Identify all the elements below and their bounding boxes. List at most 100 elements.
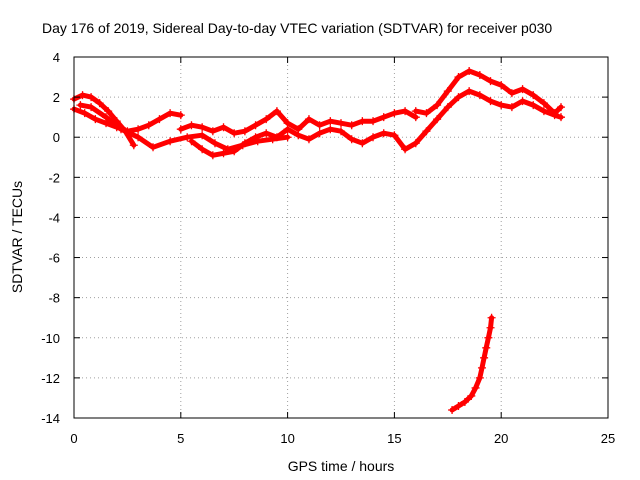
data-point — [467, 391, 476, 400]
data-point — [304, 135, 313, 144]
data-point — [176, 111, 185, 120]
data-point — [251, 133, 260, 142]
data-point — [471, 383, 480, 392]
y-tick-label: -8 — [48, 291, 60, 306]
plot-frame — [73, 56, 609, 419]
data-point — [230, 147, 239, 156]
axis-ticks — [73, 56, 609, 419]
data-point — [557, 113, 566, 122]
data-point — [486, 77, 495, 86]
data-point — [475, 91, 484, 100]
data-point — [443, 87, 452, 96]
data-point — [529, 91, 538, 100]
grid-lines — [74, 57, 608, 418]
data-point — [411, 107, 420, 116]
data-point — [482, 343, 491, 352]
series-track-7 — [448, 313, 496, 414]
data-point — [433, 101, 442, 110]
data-point — [176, 125, 185, 134]
data-point — [390, 131, 399, 140]
data-point — [518, 85, 527, 94]
data-point — [91, 115, 100, 124]
data-point — [129, 141, 138, 150]
data-point — [95, 99, 104, 108]
data-point — [557, 103, 566, 112]
data-point — [379, 113, 388, 122]
data-point — [369, 133, 378, 142]
x-tick-label: 25 — [601, 431, 615, 446]
data-point — [454, 93, 463, 102]
data-point — [134, 125, 143, 134]
data-point — [433, 115, 442, 124]
x-tick-label: 20 — [494, 431, 508, 446]
series-track-3 — [76, 101, 292, 154]
data-point — [347, 121, 356, 130]
data-point — [539, 99, 548, 108]
data-point — [454, 73, 463, 82]
data-point — [104, 107, 113, 116]
data-point — [480, 353, 489, 362]
y-tick-label: -6 — [48, 251, 60, 266]
data-point — [155, 115, 164, 124]
data-point — [198, 123, 207, 132]
data-point — [326, 117, 335, 126]
data-point — [262, 115, 271, 124]
data-point — [240, 127, 249, 136]
data-point — [272, 107, 281, 116]
data-point — [208, 127, 217, 136]
data-point — [518, 97, 527, 106]
data-point — [326, 125, 335, 134]
y-tick-label: -4 — [48, 210, 60, 225]
data-point — [484, 333, 493, 342]
y-tick-label: 2 — [53, 90, 60, 105]
data-point — [358, 139, 367, 148]
data-point — [507, 89, 516, 98]
data-point — [187, 137, 196, 146]
data-point — [134, 133, 143, 142]
data-point — [166, 109, 175, 118]
data-point — [144, 121, 153, 130]
x-tick-label: 10 — [280, 431, 294, 446]
x-tick-label: 5 — [177, 431, 184, 446]
data-point — [166, 137, 175, 146]
data-point — [337, 127, 345, 136]
series-track-6 — [411, 67, 566, 118]
data-point — [294, 131, 303, 140]
y-tick-label: -14 — [41, 411, 60, 426]
x-axis-title: GPS time / hours — [288, 458, 395, 474]
data-point — [460, 397, 469, 406]
data-point — [240, 139, 249, 148]
data-point — [315, 121, 324, 130]
data-point — [76, 101, 85, 110]
data-point — [347, 135, 356, 144]
data-point — [208, 151, 217, 160]
data-point — [187, 121, 196, 130]
data-point — [539, 107, 548, 116]
data-point — [283, 133, 292, 142]
data-point — [443, 103, 452, 112]
x-tick-label: 0 — [70, 431, 77, 446]
data-point — [422, 109, 431, 118]
data-point — [304, 115, 313, 124]
chart-title: Day 176 of 2019, Sidereal Day-to-day VTE… — [42, 20, 552, 36]
y-axis-title: SDTVAR / TECUs — [9, 181, 25, 293]
data-point — [401, 145, 410, 154]
data-point — [477, 363, 486, 372]
data-point — [315, 129, 324, 138]
data-point — [149, 143, 158, 152]
data-point — [80, 109, 89, 118]
data-point — [369, 117, 378, 126]
series-track-5 — [187, 87, 566, 160]
data-point — [116, 125, 125, 134]
data-point — [230, 129, 239, 138]
data-point — [550, 109, 559, 118]
data-point — [210, 139, 219, 148]
data-point — [379, 129, 388, 138]
data-point — [487, 313, 496, 322]
data-point — [198, 131, 207, 140]
data-point — [251, 121, 260, 130]
y-tick-label: 4 — [53, 50, 60, 65]
data-point — [422, 127, 431, 136]
